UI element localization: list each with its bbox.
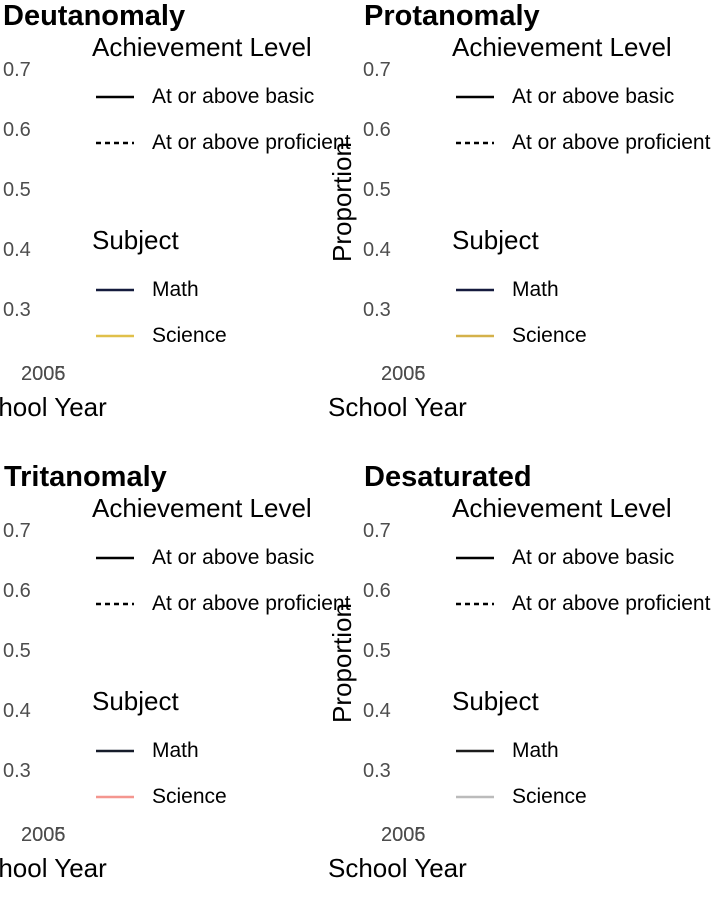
y-axis-label: Proportion (327, 603, 357, 723)
x-tick-label: 2006 (381, 363, 426, 385)
legend-item-label: Science (512, 324, 587, 347)
x-tick-label: 2006 (21, 824, 66, 846)
legend-item-label: Science (152, 324, 227, 347)
y-tick-label: 0.4 (363, 700, 391, 722)
y-tick-label: 0.7 (3, 59, 31, 81)
legend-item-label: At or above proficient (152, 131, 351, 154)
y-axis-label: Proportion (327, 142, 357, 262)
x-tick-label: 2006 (21, 363, 66, 385)
y-tick-label: 0.7 (363, 520, 391, 542)
x-axis-label: School Year (0, 392, 107, 422)
x-axis-label: School Year (0, 853, 107, 883)
legend-title-subject: Subject (452, 686, 539, 716)
y-tick-label: 0.3 (363, 760, 391, 782)
y-tick-label: 0.5 (363, 640, 391, 662)
legend-item-label: At or above proficient (512, 592, 711, 615)
legend-item-label: At or above basic (512, 85, 675, 108)
y-tick-label: 0.4 (3, 239, 31, 261)
legend-item-label: At or above basic (512, 546, 675, 569)
y-tick-label: 0.3 (3, 760, 31, 782)
x-tick-label: 2005 (21, 363, 66, 385)
legend-item-label: At or above basic (152, 85, 315, 108)
y-tick-label: 0.6 (3, 580, 31, 602)
legend-title-achievement: Achievement Level (92, 493, 312, 523)
x-axis-label: School Year (328, 853, 467, 883)
y-tick-label: 0.6 (363, 580, 391, 602)
legend-item-label: At or above proficient (512, 131, 711, 154)
y-tick-label: 0.4 (363, 239, 391, 261)
legend-item-label: Science (512, 785, 587, 808)
legend-item-label: Math (152, 739, 199, 762)
y-tick-label: 0.3 (3, 299, 31, 321)
chart-title: Desaturated (364, 461, 532, 493)
legend-title-subject: Subject (92, 225, 179, 255)
legend-item-label: Science (152, 785, 227, 808)
legend-item-label: Math (512, 278, 559, 301)
y-tick-label: 0.7 (363, 59, 391, 81)
chart-title: Deutanomaly (3, 0, 186, 32)
y-tick-label: 0.6 (363, 119, 391, 141)
y-tick-label: 0.3 (363, 299, 391, 321)
x-tick-label: 2005 (21, 824, 66, 846)
legend-item-label: Math (512, 739, 559, 762)
y-tick-label: 0.5 (363, 179, 391, 201)
legend-item-label: At or above basic (152, 546, 315, 569)
x-tick-label: 2005 (381, 824, 426, 846)
chart-title: Protanomaly (364, 0, 540, 32)
legend-title-subject: Subject (92, 686, 179, 716)
y-tick-label: 0.5 (3, 640, 31, 662)
legend-item-label: At or above proficient (152, 592, 351, 615)
y-tick-label: 0.6 (3, 119, 31, 141)
legend-title-achievement: Achievement Level (452, 493, 672, 523)
x-tick-label: 2006 (381, 824, 426, 846)
x-tick-label: 2005 (381, 363, 426, 385)
legend-item-label: Math (152, 278, 199, 301)
legend-title-achievement: Achievement Level (452, 32, 672, 62)
y-tick-label: 0.5 (3, 179, 31, 201)
chart-title: Tritanomaly (4, 461, 167, 493)
y-tick-label: 0.7 (3, 520, 31, 542)
legend-title-achievement: Achievement Level (92, 32, 312, 62)
y-tick-label: 0.4 (3, 700, 31, 722)
legend-title-subject: Subject (452, 225, 539, 255)
x-axis-label: School Year (328, 392, 467, 422)
